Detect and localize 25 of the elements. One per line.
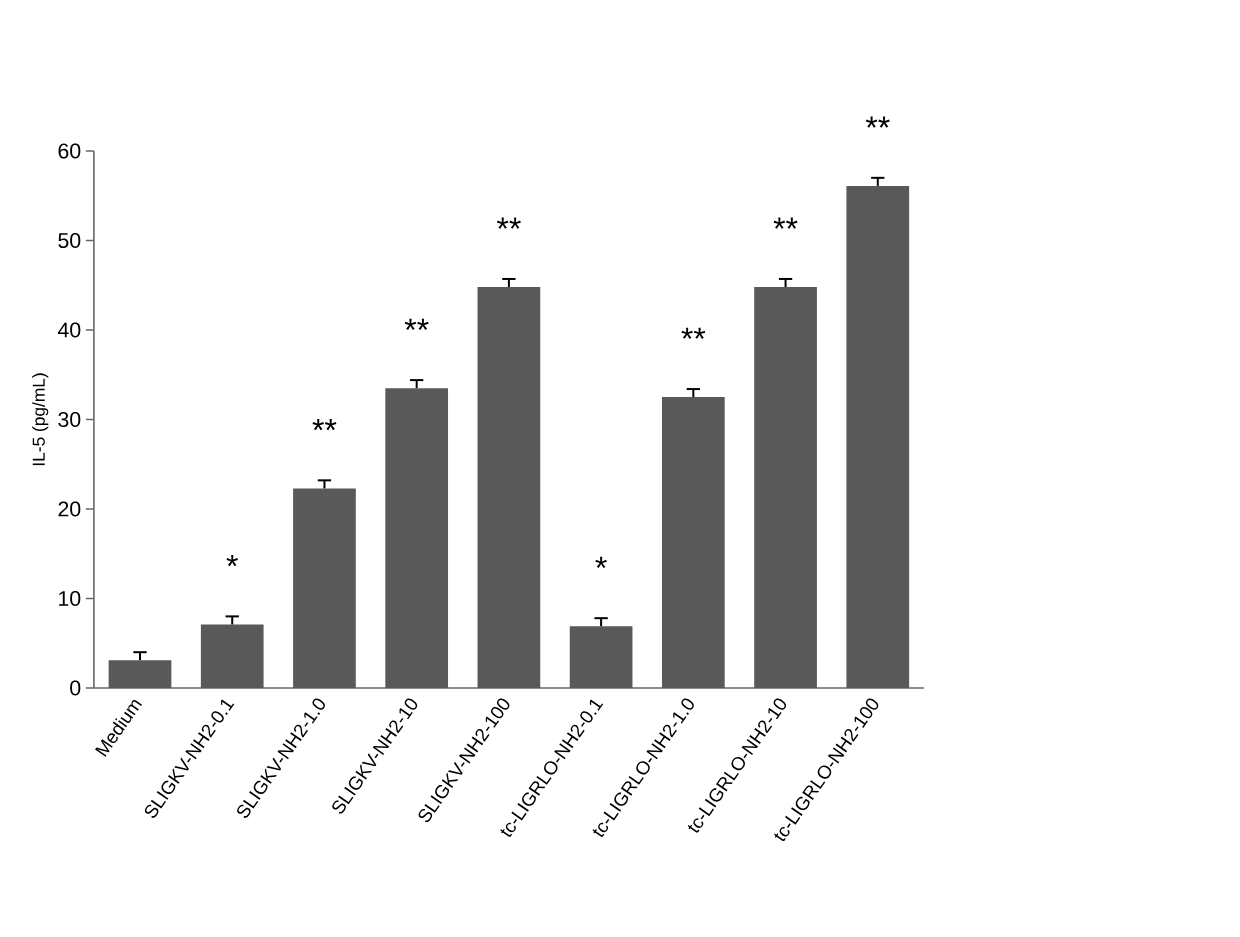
bar (293, 488, 356, 688)
y-tick-label: 40 (57, 322, 81, 338)
y-tick-label: 20 (58, 501, 81, 517)
y-tick-label: 60 (58, 143, 81, 159)
annotation: * (226, 554, 238, 567)
annotation: ** (681, 327, 706, 339)
bar (108, 660, 172, 688)
y-axis-title: IL-5 (pg/mL) (32, 373, 49, 466)
y-tick-label: 50 (58, 232, 81, 249)
annotation: ** (773, 217, 798, 229)
y-tick-label: 0 (70, 680, 81, 696)
annotation: ** (865, 116, 890, 128)
bar (569, 626, 633, 688)
annotation: * (595, 556, 607, 569)
annotation: ** (404, 318, 429, 330)
y-tick-label: 10 (59, 590, 81, 607)
bar (661, 397, 725, 688)
y-tick-label: 30 (58, 411, 81, 428)
bar (846, 185, 910, 688)
annotation: ** (496, 217, 521, 229)
bar (477, 287, 541, 688)
bar (385, 388, 449, 688)
annotation: ** (312, 418, 337, 431)
bar (200, 624, 264, 688)
bar (754, 287, 817, 688)
